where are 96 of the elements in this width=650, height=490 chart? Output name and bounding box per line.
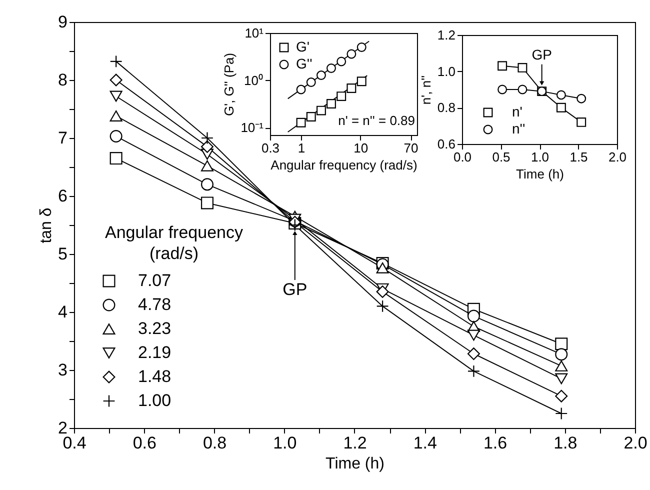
legend-label: n': [512, 104, 522, 120]
y-tick-label: 8: [58, 70, 68, 90]
legend-label: 2.19: [138, 343, 172, 362]
legend-label: 1.00: [138, 391, 172, 410]
point: [110, 110, 122, 122]
point: [467, 364, 480, 378]
legend-label: G': [296, 38, 310, 54]
point: [376, 285, 389, 298]
y-tick-label: 10⁰: [244, 72, 264, 88]
point: [296, 118, 306, 128]
point: [498, 84, 508, 94]
point: [306, 112, 316, 122]
point: [336, 56, 346, 66]
point: [110, 90, 122, 102]
x-tick-label: 2.0: [624, 434, 648, 452]
y-tick-label: 0.8: [437, 100, 456, 116]
x-tick-label: 1.0: [530, 150, 550, 164]
y-tick-label: 7: [58, 128, 68, 148]
point: [200, 132, 214, 144]
x-tick-label: 0.3: [261, 140, 280, 156]
y-tick-label: 5: [58, 244, 68, 264]
x-tick-label: 0.8: [202, 434, 227, 452]
point: [200, 178, 214, 191]
point: [200, 196, 214, 210]
point: [346, 84, 356, 93]
y-tick-label: 9: [58, 12, 68, 32]
point: [376, 262, 389, 274]
point: [316, 70, 326, 80]
annotation: n' = n'' = 0.89: [338, 113, 415, 128]
x-axis-title: Time (h): [516, 166, 564, 182]
point: [467, 330, 480, 341]
legend-label: n'': [512, 120, 526, 136]
point: [556, 102, 566, 112]
point: [326, 64, 336, 73]
point: [326, 99, 336, 108]
y-axis-title: G', G'' (Pa): [222, 52, 237, 116]
point: [556, 90, 566, 100]
x-tick-label: 0.5: [492, 150, 510, 164]
point: [110, 74, 122, 86]
x-tick-label: 0.0: [453, 150, 472, 164]
y-tick-label: 4: [58, 302, 68, 322]
point: [555, 390, 568, 402]
point: [346, 49, 356, 59]
point: [296, 84, 306, 94]
y-tick-label: 1.2: [437, 28, 456, 42]
point: [200, 140, 214, 153]
point: [376, 300, 389, 312]
x-tick-label: 70: [404, 140, 418, 156]
point: [555, 338, 568, 350]
x-tick-label: 1.4: [413, 434, 437, 452]
y-axis-title: tan δ: [38, 208, 56, 244]
point: [356, 76, 366, 86]
x-axis-title: Angular frequency (rad/s): [270, 158, 418, 172]
point: [555, 407, 568, 420]
point: [555, 373, 568, 384]
point: [356, 42, 366, 52]
point: [555, 348, 568, 361]
point: [336, 92, 346, 102]
x-tick-label: 2.0: [608, 150, 627, 164]
point: [576, 94, 586, 104]
legend-label: 4.78: [138, 295, 172, 314]
x-tick-label: 1.0: [273, 434, 297, 452]
point: [518, 84, 528, 94]
x-tick-label: 1: [298, 140, 306, 156]
point: [467, 348, 480, 360]
point: [555, 360, 568, 372]
y-tick-label: 10¹: [244, 26, 264, 40]
point: [110, 55, 122, 68]
x-tick-label: 10: [354, 140, 368, 156]
point: [498, 61, 508, 71]
point: [576, 117, 586, 127]
x-tick-label: 1.5: [570, 150, 588, 164]
annotation: GP: [532, 46, 552, 62]
legend-label: 7.07: [138, 271, 172, 290]
y-tick-label: 6: [58, 186, 68, 206]
x-tick-label: 0.6: [132, 434, 156, 452]
y-axis-title: n', n'': [418, 75, 434, 105]
legend-title: Angular frequency (rad/s): [105, 223, 244, 263]
point: [110, 130, 122, 142]
point: [316, 106, 326, 116]
point: [306, 78, 316, 87]
legend-label: 1.48: [138, 367, 172, 386]
x-axis-title: Time (h): [326, 456, 384, 472]
point: [467, 310, 480, 322]
annotation: GP: [282, 280, 308, 299]
y-tick-label: 3: [58, 360, 68, 380]
y-tick-label: 10⁻¹: [240, 120, 264, 136]
legend-label: 3.23: [138, 319, 172, 338]
legend-label: G'': [296, 56, 312, 72]
point: [518, 62, 528, 72]
x-tick-label: 1.8: [554, 434, 578, 452]
x-tick-label: 1.6: [483, 434, 508, 452]
x-tick-label: 1.2: [343, 434, 367, 452]
point: [110, 152, 122, 165]
point: [200, 160, 214, 172]
y-tick-label: 1.0: [437, 64, 456, 79]
